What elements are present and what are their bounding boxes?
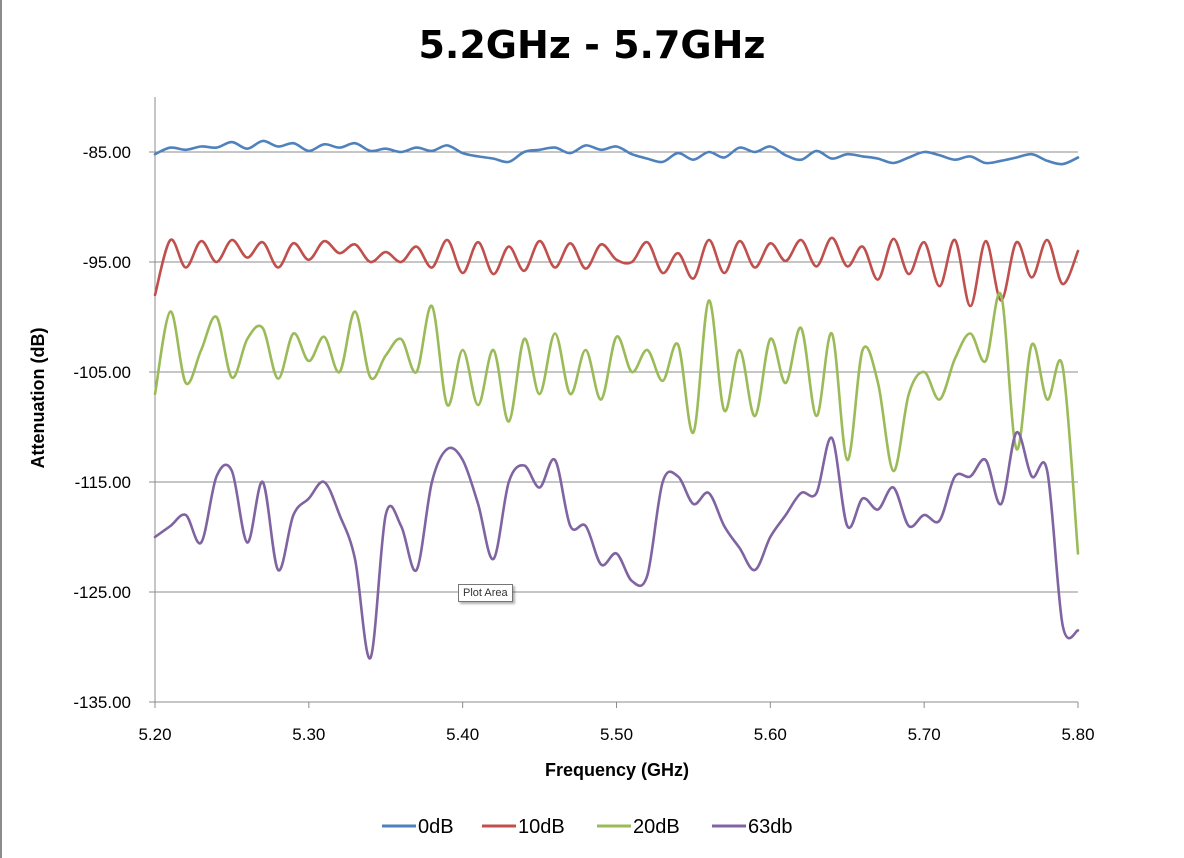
plot-area[interactable] — [153, 139, 1080, 660]
x-tick-label: 5.20 — [138, 725, 171, 744]
x-tick-label: 5.80 — [1061, 725, 1094, 744]
series-line-63db — [153, 431, 1080, 660]
series-line-0db — [153, 139, 1080, 166]
y-tick-label: -135.00 — [73, 693, 131, 712]
series-line-20db — [153, 291, 1080, 555]
chart-title: 5.2GHz - 5.7GHz — [418, 23, 765, 67]
legend: 0dB 10dB 20dB 63db — [382, 816, 793, 838]
x-tick-label: 5.30 — [292, 725, 325, 744]
y-tick-label: -85.00 — [83, 143, 131, 162]
y-axis-title: Attenuation (dB) — [28, 328, 48, 469]
x-tick-labels: 5.20 5.30 5.40 5.50 5.60 5.70 5.80 — [138, 701, 1095, 744]
x-tick-label: 5.40 — [446, 725, 479, 744]
y-tick-label: -125.00 — [73, 583, 131, 602]
legend-label-20db: 20dB — [633, 816, 680, 838]
legend-label-10db: 10dB — [518, 816, 565, 838]
y-tick-label: -95.00 — [83, 253, 131, 272]
y-tick-label: -105.00 — [73, 363, 131, 382]
y-tick-label: -115.00 — [75, 473, 131, 492]
grid-lines — [149, 151, 1078, 703]
plot-area-tooltip: Plot Area — [458, 584, 513, 602]
x-tick-label: 5.50 — [600, 725, 633, 744]
x-axis-title: Frequency (GHz) — [545, 760, 689, 780]
legend-label-63db: 63db — [748, 816, 793, 838]
x-tick-label: 5.70 — [908, 725, 941, 744]
x-tick-label: 5.60 — [754, 725, 787, 744]
series-line-10db — [153, 236, 1080, 308]
y-tick-labels: -85.00 -95.00 -105.00 -115.00 -125.00 -135.00 — [73, 143, 131, 712]
legend-label-0db: 0dB — [418, 816, 454, 838]
